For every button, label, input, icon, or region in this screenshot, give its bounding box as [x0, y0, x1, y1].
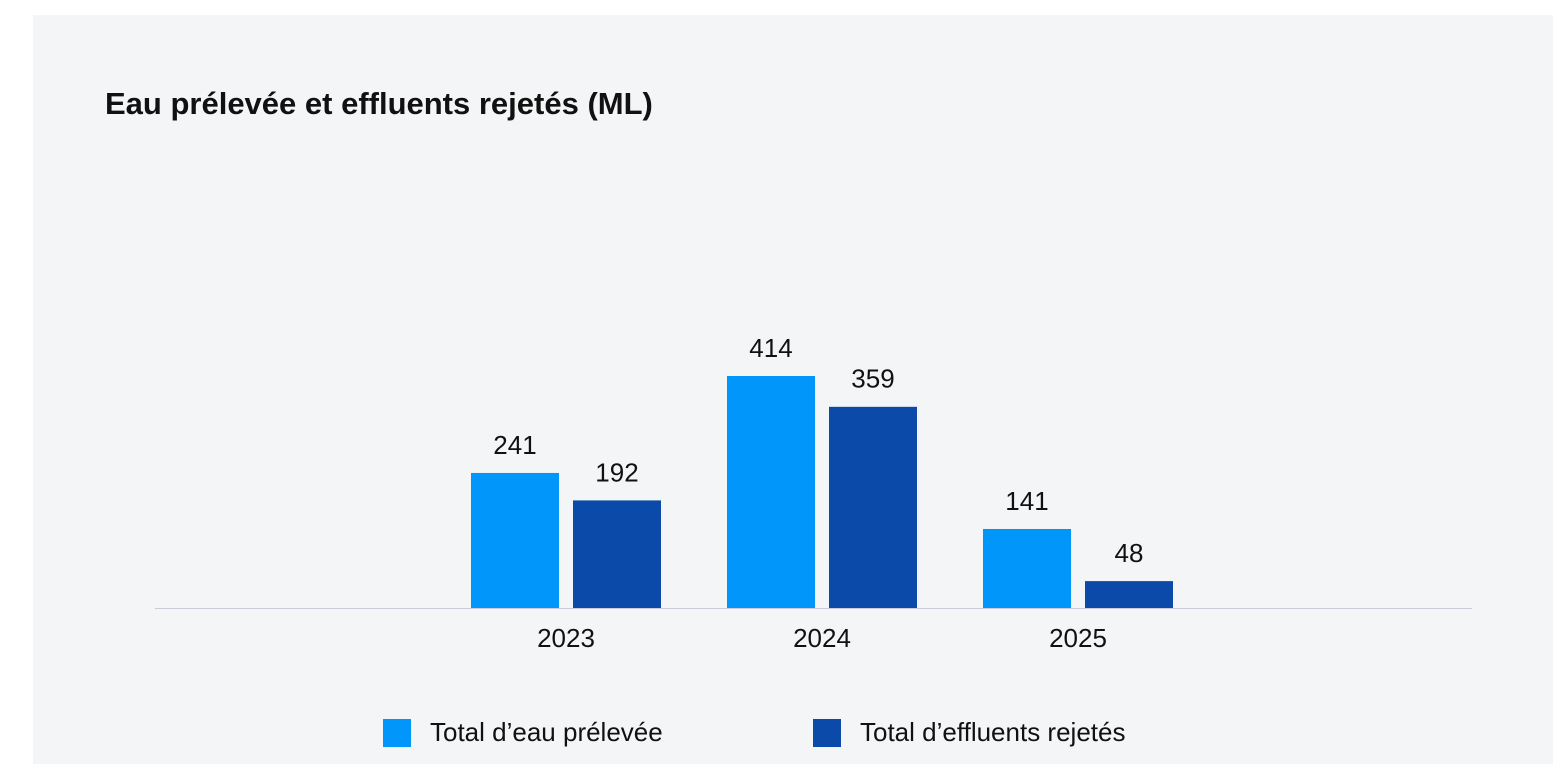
x-tick-label: 2024	[793, 623, 851, 653]
value-label: 141	[1005, 486, 1048, 516]
bar	[573, 500, 661, 608]
legend-swatch	[383, 719, 411, 747]
x-tick-label: 2025	[1049, 623, 1107, 653]
chart-title: Eau prélevée et effluents rejetés (ML)	[105, 86, 653, 121]
value-label: 48	[1115, 538, 1144, 568]
value-label: 241	[493, 430, 536, 460]
bar	[983, 528, 1071, 608]
legend-label: Total d’eau prélevée	[430, 717, 663, 747]
legend-swatch	[813, 719, 841, 747]
value-label: 414	[749, 333, 792, 363]
value-label: 359	[851, 364, 894, 394]
bar	[471, 472, 559, 608]
bar	[829, 406, 917, 608]
legend-label: Total d’effluents rejetés	[860, 717, 1125, 747]
x-tick-label: 2023	[537, 623, 595, 653]
value-label: 192	[595, 457, 638, 487]
bar	[1085, 581, 1173, 608]
bar	[727, 376, 815, 608]
